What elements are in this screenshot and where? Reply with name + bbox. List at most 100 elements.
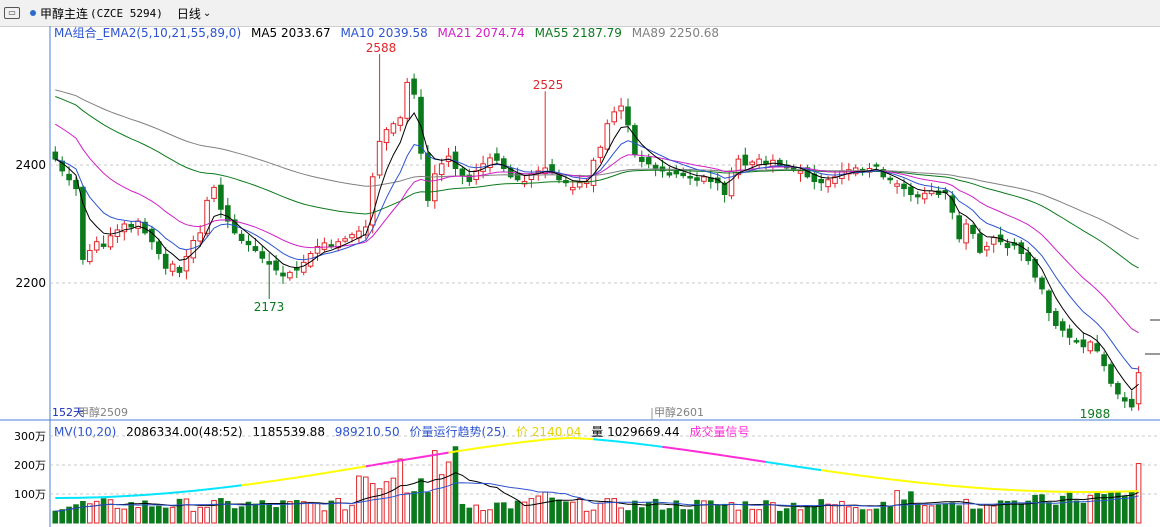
volume-bar-down [425, 492, 431, 524]
candle [839, 162, 845, 185]
volume-bar-down [970, 508, 976, 524]
volume-bar-down [1011, 500, 1018, 524]
trend-segment [179, 490, 187, 494]
candle-body-down [1066, 328, 1073, 338]
candle [114, 224, 121, 243]
volume-bar-down [245, 501, 252, 524]
period-selector[interactable]: 日线 [176, 6, 201, 21]
candle-body-up [432, 173, 438, 202]
trend-segment [538, 438, 546, 442]
trend-segment [614, 440, 622, 443]
trend-segment [620, 440, 629, 444]
low-label-2173: 2173 [254, 300, 285, 314]
volume-bar-up [797, 509, 804, 524]
candle-body-up [404, 81, 410, 119]
volume-bar-up [87, 503, 93, 524]
candle [818, 173, 825, 191]
candle-body-down [259, 251, 266, 259]
volume-bar-up [432, 450, 438, 524]
trend-segment [296, 475, 304, 479]
volume-bar-up [93, 500, 100, 524]
volume-bar-down [1018, 503, 1025, 524]
volume-bar-down [280, 500, 286, 524]
trend-segment [358, 465, 366, 469]
trend-segment [255, 481, 263, 485]
chevron-down-icon[interactable]: ⌄ [202, 7, 212, 19]
candle [162, 247, 169, 275]
volume-bar-down [721, 503, 728, 524]
candle [673, 165, 680, 178]
volume-bar-down [156, 505, 162, 524]
mv20-line [55, 482, 1139, 512]
volume-bar-down [1094, 492, 1101, 524]
candle [1018, 239, 1025, 261]
candle [604, 119, 611, 153]
volume-bar-up [135, 507, 141, 524]
ma-group-label[interactable]: MA组合_EMA2(5,10,21,55,89,0) [54, 26, 242, 40]
candle-body-down [652, 164, 659, 169]
candle [1053, 307, 1059, 329]
volume-bar-down [818, 499, 825, 524]
trend-segment [269, 479, 277, 483]
candle-body-down [935, 190, 942, 195]
candle [928, 183, 935, 197]
vol-tick-100: 100万 [14, 488, 46, 501]
volume-bar-down [811, 505, 818, 524]
candle [970, 223, 976, 239]
candle-body-up [604, 123, 611, 150]
trend-segment [931, 482, 939, 486]
candle [418, 89, 424, 160]
candle-body-down [887, 177, 894, 181]
volume-bar-down [659, 509, 666, 524]
volume-bar-down [997, 500, 1004, 524]
candle-body-up [597, 146, 604, 158]
trend-segment [303, 474, 311, 478]
trend-segment [503, 442, 511, 446]
volume-bar-up [825, 503, 831, 524]
candle [501, 155, 507, 172]
candle [432, 165, 438, 209]
window-icon[interactable]: ▭ [4, 7, 20, 19]
candle [363, 219, 369, 241]
trend-segment [848, 472, 856, 476]
volume-bar-down [218, 498, 224, 524]
volume-bar-up [963, 498, 969, 524]
trend-segment [476, 446, 484, 450]
trend-segment [324, 471, 332, 475]
trend-segment [206, 487, 215, 491]
instrument-title[interactable]: 甲醇主连 [40, 6, 89, 21]
volume-bar-up [349, 504, 355, 524]
volume-bar-down [935, 504, 942, 524]
candle [390, 121, 397, 137]
ma89-value: MA89 2250.68 [631, 26, 720, 40]
candle-body-down [128, 223, 134, 228]
candle-body-up [107, 235, 114, 248]
candle-body-up [383, 129, 390, 144]
volume-bar-up [735, 509, 742, 524]
candle-body-down [908, 186, 914, 196]
trend-segment [896, 479, 905, 482]
volume-bar-up [576, 498, 583, 524]
candle [728, 167, 735, 200]
candle-body-up [397, 117, 404, 126]
candle-body-down [880, 169, 887, 178]
trend-segment [952, 484, 960, 488]
candle-body-up [756, 158, 762, 166]
candle [597, 145, 604, 163]
candle-body-down [680, 172, 687, 177]
volume-bar-down [1053, 504, 1059, 524]
volume-bar-down [162, 507, 169, 524]
trend-segment [186, 489, 194, 493]
volume-bar-down [680, 509, 687, 524]
volume-bar-down [1025, 500, 1032, 524]
ma5-value: MA5 2033.67 [250, 26, 331, 40]
trend-segment [862, 474, 870, 478]
candle-body-down [162, 253, 169, 269]
ma10-value: MA10 2039.58 [340, 26, 428, 40]
volume-bar-up [321, 510, 328, 524]
candle-body-down [873, 164, 880, 167]
candle-body-down [66, 173, 72, 181]
candle-body-down [632, 125, 638, 155]
volume-bar-down [666, 508, 673, 524]
